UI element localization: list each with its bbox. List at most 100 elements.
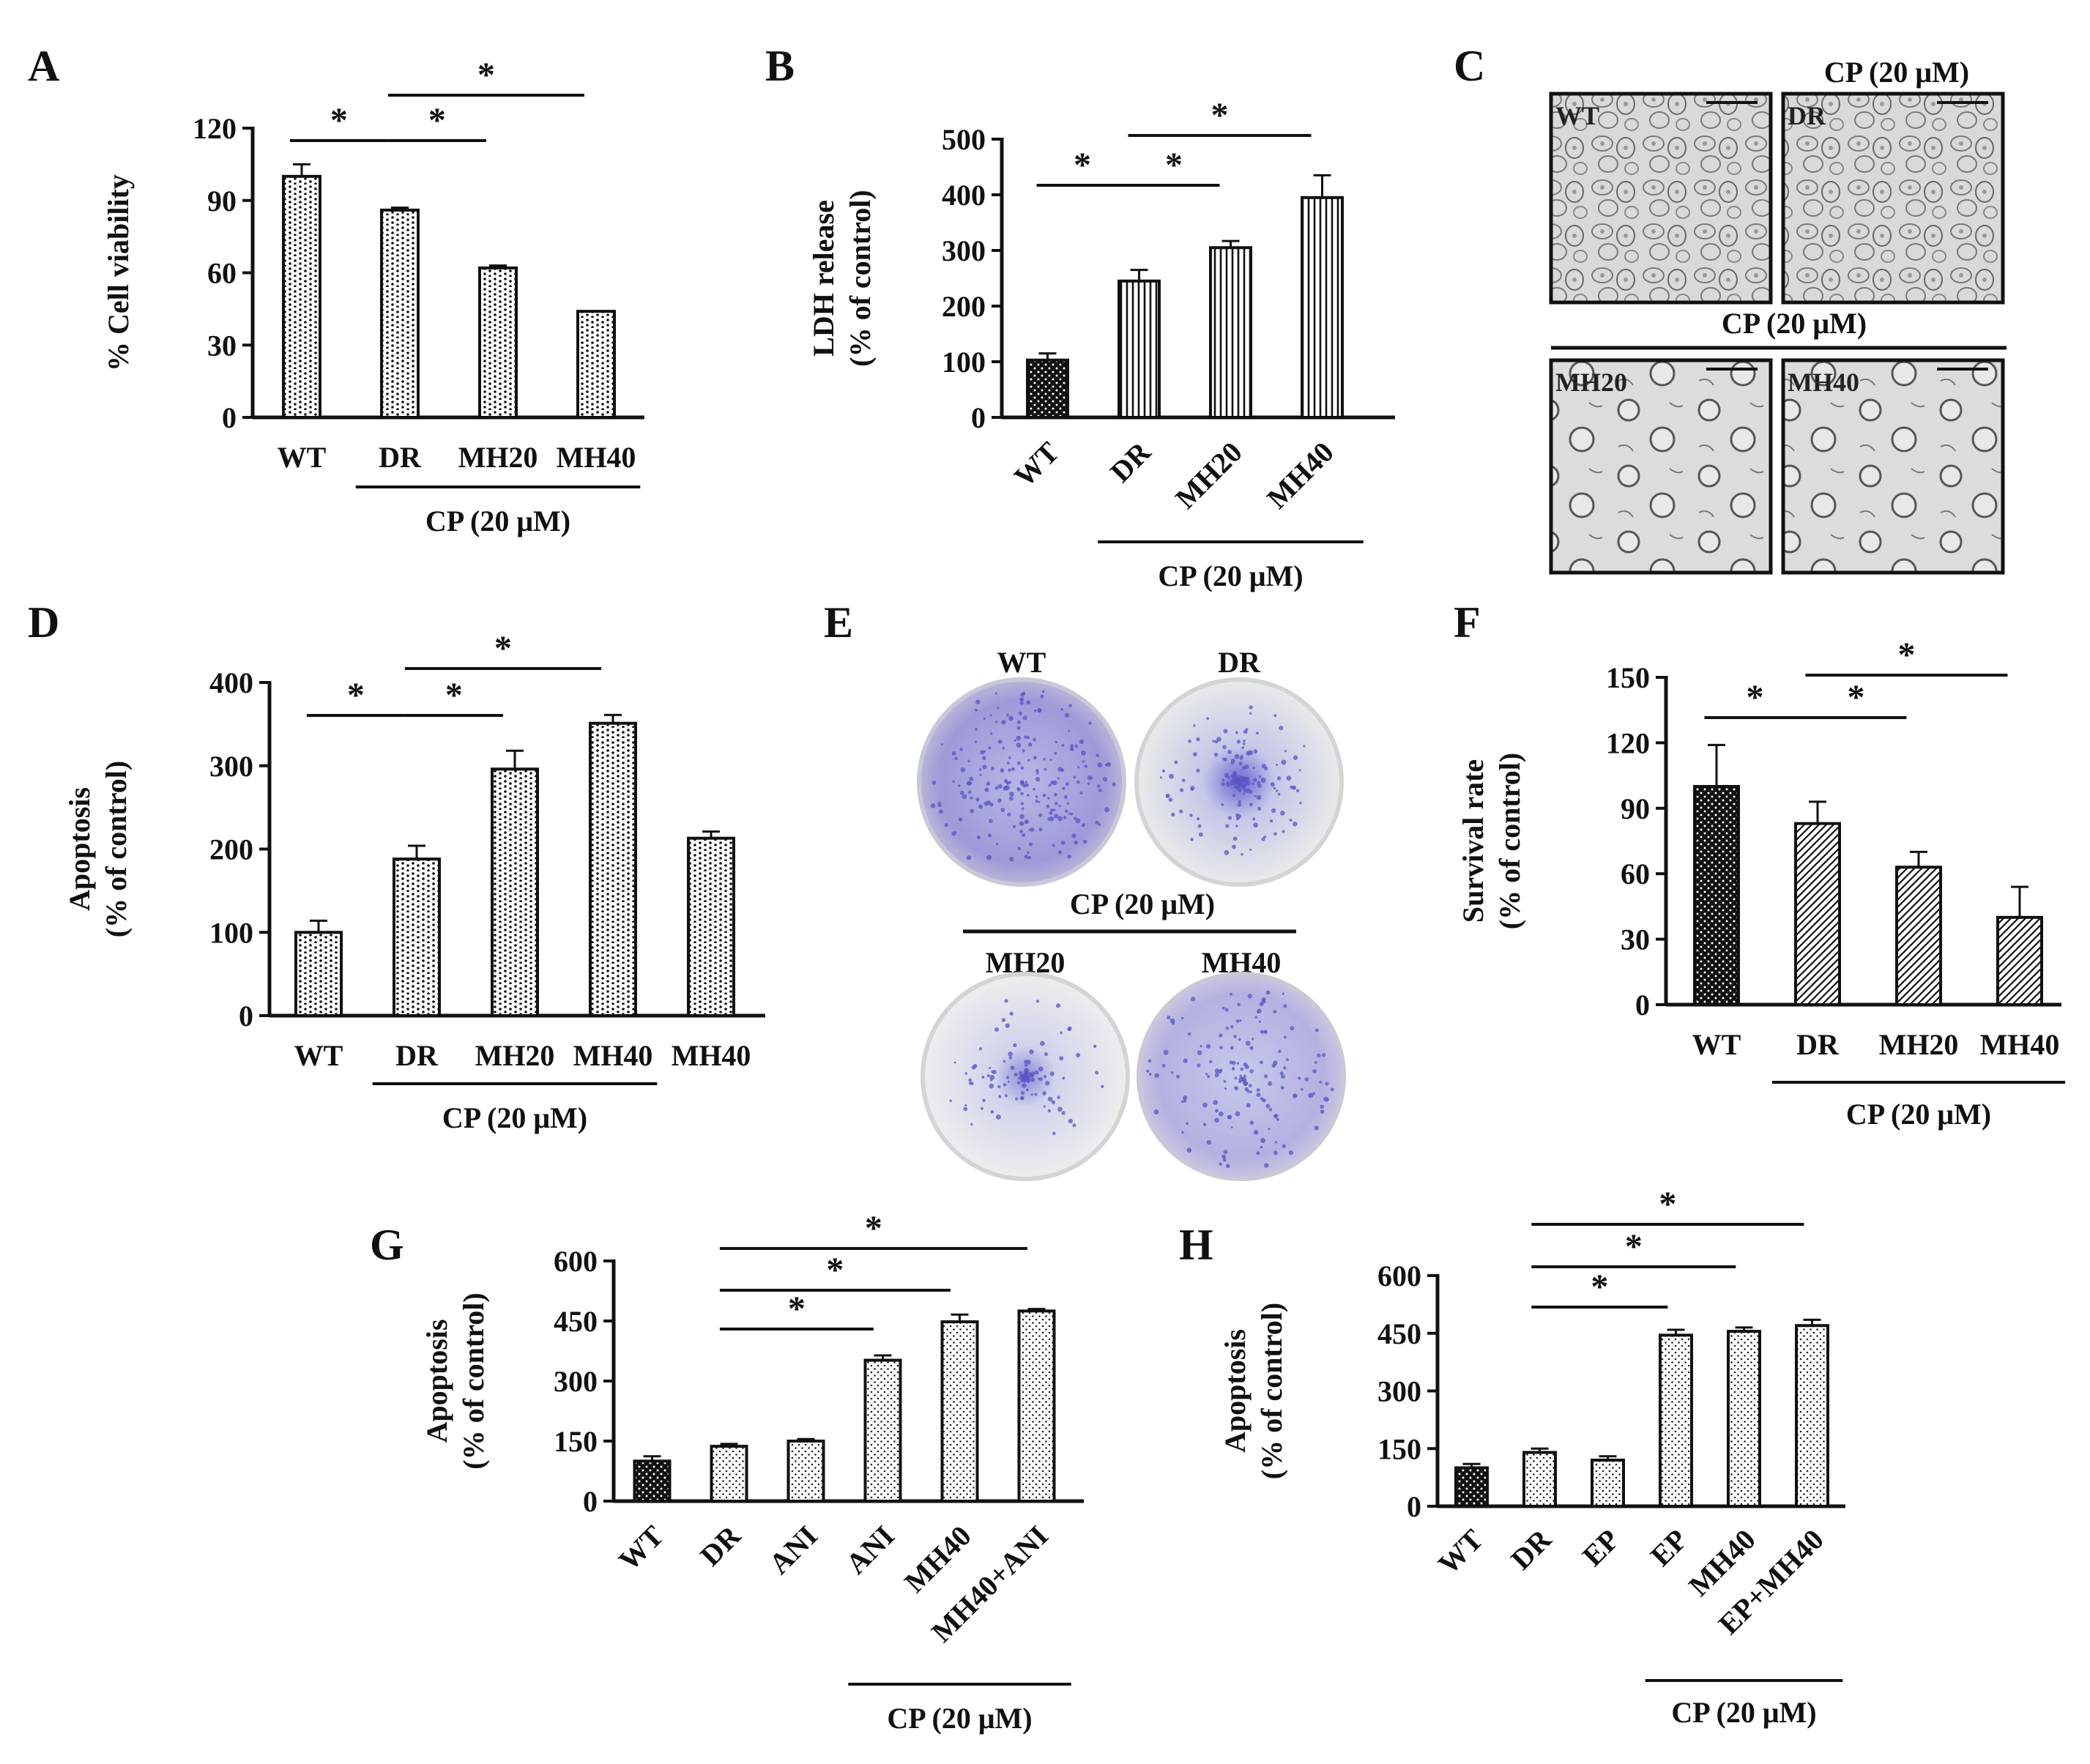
colony-speck-dr xyxy=(1221,778,1225,782)
colony-speck-wt xyxy=(989,819,993,824)
bar-f xyxy=(1794,822,1841,1007)
colony-speck-dr xyxy=(1277,792,1281,796)
colony-speck-dr xyxy=(1279,726,1284,731)
y-tick-label-h: 450 xyxy=(1377,1317,1421,1350)
colony-speck-wt xyxy=(979,773,982,776)
colony-speck-mh20 xyxy=(1026,1078,1031,1083)
colony-speck-dr xyxy=(1235,813,1239,816)
colony-speck-dr xyxy=(1273,714,1277,718)
significance-star-g: * xyxy=(826,1251,844,1289)
colony-speck-wt xyxy=(997,784,1003,789)
colony-speck-mh40 xyxy=(1221,1154,1226,1159)
x-category-label-a: WT xyxy=(278,441,327,474)
colony-speck-mh40 xyxy=(1238,1080,1242,1084)
colony-speck-mh20 xyxy=(997,1084,1001,1089)
colony-speck-wt xyxy=(1081,824,1085,827)
micrograph-label-mh20: MH20 xyxy=(1555,368,1627,397)
colony-speck-dr xyxy=(1298,769,1301,772)
x-category-label-h: WT xyxy=(1432,1522,1490,1580)
colony-speck-dr xyxy=(1241,852,1243,856)
colony-speck-wt xyxy=(1048,784,1052,787)
chart-g-apoptosis-ani: 0 150 300 450 600 Apoptosis (% of control) WT DR… xyxy=(420,1209,1084,1735)
x-category-label-g: DR xyxy=(693,1519,747,1572)
colony-speck-dr xyxy=(1252,817,1256,821)
colony-speck-wt xyxy=(1027,794,1030,797)
colony-speck-mh40 xyxy=(1259,1060,1263,1065)
colony-speck-mh20 xyxy=(989,1083,994,1089)
colony-speck-wt xyxy=(952,780,955,784)
y-tick-label-a: 60 xyxy=(207,257,237,290)
colony-speck-wt xyxy=(1042,793,1046,797)
colony-speck-wt xyxy=(1096,784,1101,788)
colony-speck-mh40 xyxy=(1288,1150,1294,1155)
colony-speck-mh20 xyxy=(1038,1066,1044,1072)
colony-speck-mh20 xyxy=(953,1061,956,1064)
colony-speck-mh20 xyxy=(1034,1070,1039,1075)
y-tick-label-a: 90 xyxy=(207,185,237,217)
colony-speck-mh20 xyxy=(1007,1080,1010,1083)
colony-speck-mh40 xyxy=(1304,1077,1309,1082)
colony-speck-mh20 xyxy=(1060,1031,1063,1035)
colony-speck-dr xyxy=(1257,806,1262,811)
colony-speck-mh40 xyxy=(1283,1004,1287,1008)
colony-speck-dr xyxy=(1254,794,1257,797)
y-tick-label-f: 60 xyxy=(1621,857,1650,890)
colony-speck-wt xyxy=(1049,811,1053,816)
colony-speck-wt xyxy=(975,797,980,802)
colony-speck-mh40 xyxy=(1202,1102,1208,1108)
colony-speck-mh40 xyxy=(1312,1092,1316,1096)
panel-letter-g: G xyxy=(370,1221,404,1269)
colony-speck-dr xyxy=(1246,751,1251,756)
x-category-label-h: DR xyxy=(1504,1522,1558,1576)
colony-speck-dr xyxy=(1276,789,1279,792)
colony-speck-dr xyxy=(1212,740,1215,743)
x-category-label-d: WT xyxy=(294,1039,343,1072)
colony-speck-dr xyxy=(1240,776,1243,779)
colony-speck-wt xyxy=(1020,802,1024,805)
colony-speck-wt xyxy=(1011,767,1015,771)
colony-speck-mh40 xyxy=(1279,1071,1284,1076)
colony-speck-dr xyxy=(1171,812,1175,817)
colony-speck-mh20 xyxy=(1003,1083,1007,1087)
colony-speck-mh40 xyxy=(1219,1111,1224,1117)
bar-g xyxy=(940,1320,979,1503)
colony-speck-dr xyxy=(1292,785,1297,790)
colony-speck-wt xyxy=(1035,769,1039,773)
colony-speck-mh20 xyxy=(970,1082,974,1085)
colony-speck-wt xyxy=(970,796,973,800)
colony-speck-dr xyxy=(1248,789,1253,794)
colony-speck-wt xyxy=(1035,800,1038,803)
colony-speck-wt xyxy=(1009,792,1014,797)
colony-speck-dr xyxy=(1289,819,1293,822)
colony-speck-wt xyxy=(1038,800,1041,803)
colony-speck-mh40 xyxy=(1264,1163,1269,1168)
colony-speck-dr xyxy=(1227,775,1231,779)
colony-speck-wt xyxy=(1063,815,1067,819)
treatment-label-h: CP (20 μM) xyxy=(1671,1696,1816,1729)
colony-speck-wt xyxy=(984,787,989,792)
colony-speck-wt xyxy=(938,801,941,805)
colony-speck-mh40 xyxy=(1274,1141,1278,1144)
colony-speck-mh40 xyxy=(1263,1030,1267,1033)
colony-speck-mh40 xyxy=(1230,1046,1234,1050)
colony-speck-mh20 xyxy=(1023,1060,1028,1064)
colony-speck-dr xyxy=(1286,775,1292,781)
colony-speck-wt xyxy=(981,756,986,761)
colony-speck-dr xyxy=(1232,836,1238,841)
y-tick-label-h: 300 xyxy=(1377,1375,1421,1408)
colony-speck-dr xyxy=(1206,717,1209,721)
colony-speck-dr xyxy=(1235,785,1241,790)
colony-speck-mh40 xyxy=(1301,1088,1304,1091)
micrograph-label-mh40: MH40 xyxy=(1788,368,1859,397)
colony-speck-wt xyxy=(986,781,991,786)
colony-speck-dr xyxy=(1224,849,1230,855)
colony-speck-wt xyxy=(1008,756,1011,759)
colony-speck-wt xyxy=(975,699,981,704)
colony-speck-mh20 xyxy=(1047,1109,1051,1113)
y-tick-label-a: 0 xyxy=(222,401,237,434)
colony-speck-mh20 xyxy=(949,1099,953,1103)
colony-speck-mh40 xyxy=(1265,1104,1271,1109)
colony-speck-wt xyxy=(1021,807,1024,811)
colony-speck-wt xyxy=(1026,700,1031,705)
